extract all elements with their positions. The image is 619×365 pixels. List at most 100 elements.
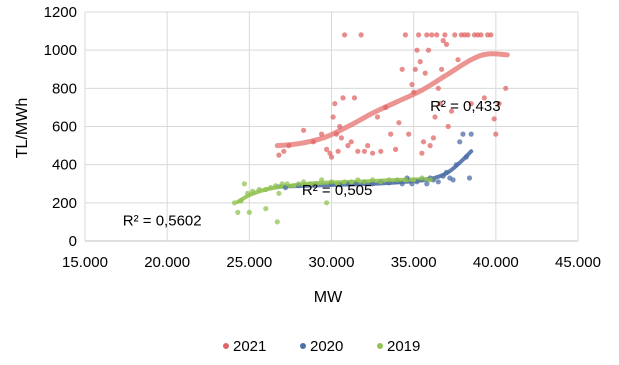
- series-2021-point: [468, 101, 474, 107]
- series-2020-point: [399, 181, 405, 187]
- series-2021-point: [399, 66, 405, 72]
- y-tick-label: 1000: [44, 42, 77, 59]
- series-2021-point: [424, 32, 430, 38]
- series-2021-point: [443, 41, 450, 48]
- series-2021-point: [281, 148, 287, 154]
- series-2021-point: [340, 95, 346, 101]
- series-2021-point: [452, 32, 458, 38]
- data-points: [231, 32, 509, 225]
- series-2019-point: [355, 177, 361, 183]
- series-2021-point: [491, 116, 497, 122]
- series-2021-point: [478, 32, 484, 38]
- series-2021-point: [419, 150, 425, 156]
- series-2021-point: [276, 152, 282, 158]
- series-2019-point: [279, 181, 285, 187]
- series-2020-point: [353, 181, 359, 187]
- series-2019-point: [386, 177, 392, 183]
- legend: 2021 2020 2019: [223, 338, 420, 355]
- series-2021-point: [465, 32, 471, 38]
- series-2021-point: [324, 146, 330, 152]
- series-2020-point: [409, 181, 415, 187]
- series-2019-point: [361, 179, 367, 185]
- series-2021-trendline: [274, 51, 510, 149]
- series-2020-point: [440, 173, 446, 179]
- x-axis-label: MW: [314, 289, 343, 306]
- legend-marker-2019: [377, 343, 383, 349]
- series-2019-point: [378, 179, 384, 185]
- series-2021-point: [455, 57, 461, 63]
- series-2019-point: [256, 186, 262, 193]
- series-2021-point: [348, 139, 354, 145]
- series-2021-point: [358, 32, 364, 38]
- series-2021-point: [488, 32, 494, 38]
- series-2019-point: [235, 209, 241, 215]
- series-2021-point: [493, 131, 499, 137]
- series-2021-point: [402, 32, 408, 38]
- tick-labels: 0 200 400 600 800 1000 1200 15.000 20.000 25.000 3…: [44, 4, 601, 271]
- series-2021-point: [338, 135, 344, 141]
- series-2021-point: [503, 85, 509, 91]
- series-2021-r2-label: R² = 0,433: [430, 98, 500, 115]
- series-2019-point: [296, 181, 302, 187]
- x-tick-label: 25.000: [226, 254, 272, 271]
- x-tick-label: 45.000: [555, 254, 601, 271]
- series-2019-point: [328, 179, 335, 185]
- series-2019-point: [402, 177, 408, 183]
- series-2020-point: [468, 131, 474, 137]
- series-2020-r2-label: R² = 0,505: [302, 182, 372, 199]
- series-2021-point: [420, 139, 427, 145]
- series-2019-point: [419, 175, 425, 181]
- series-2020-point: [424, 181, 430, 187]
- series-2021-point: [374, 114, 381, 120]
- series-2019-r2-label: R² = 0,5602: [123, 213, 202, 230]
- series-2021-point: [414, 47, 420, 53]
- legend-label-2020: 2020: [310, 338, 343, 355]
- y-tick-label: 800: [52, 80, 77, 97]
- series-2021-point: [435, 85, 441, 91]
- r2-labels: R² = 0,433 R² = 0,505 R² = 0,5602: [123, 98, 501, 230]
- series-2019-point: [301, 179, 307, 185]
- series-2021-point: [432, 114, 438, 120]
- series-2021-point: [337, 123, 343, 130]
- series-2021-point: [416, 32, 422, 38]
- series-2021-point: [496, 101, 502, 107]
- series-2019-point: [238, 198, 244, 204]
- series-2021-point: [409, 81, 415, 88]
- x-tick-label: 35.000: [391, 254, 437, 271]
- legend-marker-2020: [300, 343, 306, 349]
- series-2020-point: [466, 175, 473, 181]
- series-2021-point: [342, 32, 348, 38]
- series-2021-point: [430, 135, 436, 141]
- series-2021-point: [286, 143, 292, 149]
- series-2020-point: [463, 154, 469, 160]
- series-2021-point: [351, 95, 358, 101]
- series-2019-point: [263, 206, 269, 212]
- series-2019-point: [268, 185, 274, 191]
- x-tick-label: 20.000: [144, 254, 190, 271]
- x-tick-label: 15.000: [62, 254, 108, 271]
- series-2021-point: [332, 101, 338, 107]
- series-2019-point: [427, 177, 433, 183]
- series-2020-point: [453, 162, 459, 168]
- series-2019-point: [273, 183, 279, 189]
- x-tick-label: 30.000: [309, 254, 355, 271]
- series-2021-point: [442, 32, 448, 38]
- series-2019-point: [312, 181, 318, 187]
- series-2019-point: [284, 181, 290, 187]
- y-axis-label: TL/MWh: [14, 98, 31, 158]
- series-2021-point: [328, 154, 335, 160]
- series-2019-point: [348, 179, 354, 185]
- series-2021-point: [429, 32, 435, 38]
- series-2020-point: [443, 169, 450, 175]
- series-2021-point: [393, 146, 399, 152]
- legend-marker-2021: [223, 343, 229, 349]
- series-2019-point: [319, 177, 325, 183]
- series-2019-point: [245, 190, 251, 196]
- series-2021-point: [310, 139, 316, 145]
- grid: [84, 11, 579, 242]
- series-2019-point: [394, 177, 400, 183]
- series-2021-point: [422, 70, 428, 76]
- series-2021-point: [439, 66, 445, 72]
